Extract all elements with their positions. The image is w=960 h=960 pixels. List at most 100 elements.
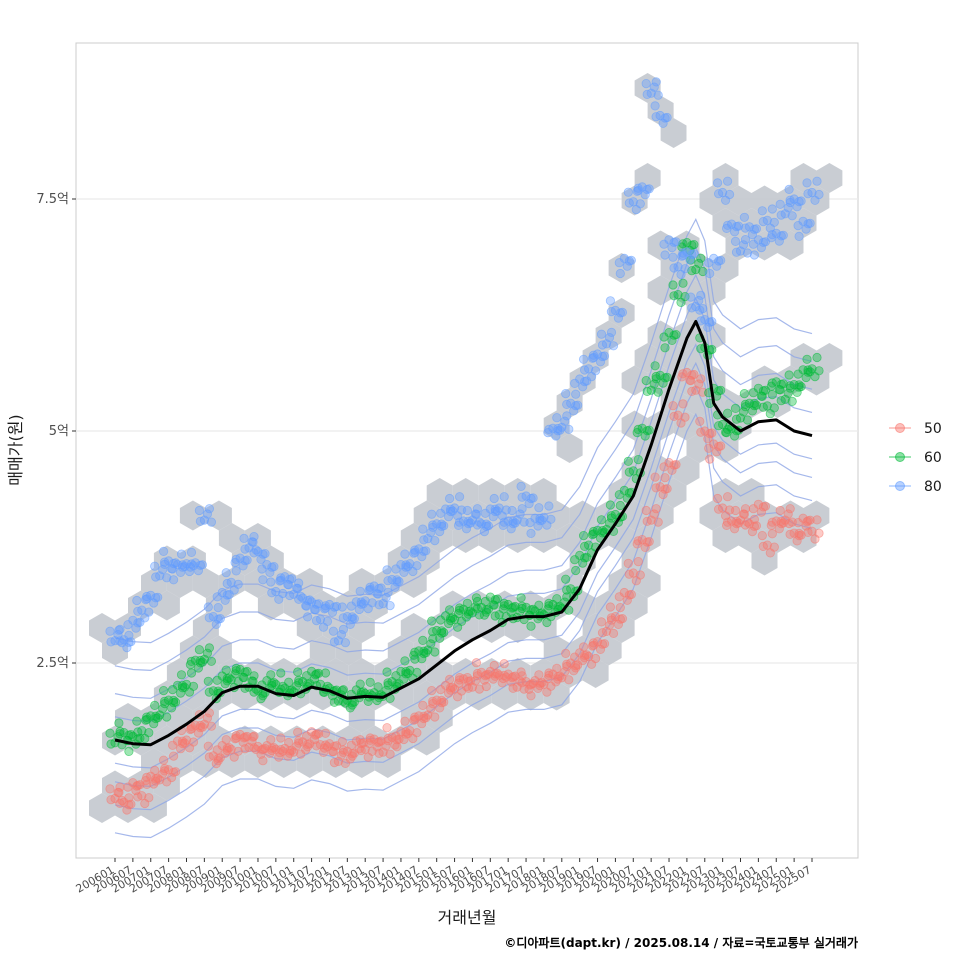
point-60 <box>114 718 124 728</box>
point-60 <box>444 605 455 615</box>
hexbin-cell <box>673 410 700 441</box>
point-80 <box>535 513 545 524</box>
point-50 <box>579 653 590 663</box>
point-50 <box>769 542 779 552</box>
point-60 <box>204 687 214 697</box>
point-50 <box>470 676 480 686</box>
point-50 <box>614 592 624 602</box>
point-80 <box>653 90 663 100</box>
point-60 <box>716 385 726 395</box>
point-50 <box>249 743 259 753</box>
point-50 <box>428 696 438 706</box>
hexbin-cell <box>115 703 141 733</box>
hexbin-cell <box>504 523 531 553</box>
point-80 <box>454 492 465 502</box>
point-80 <box>115 636 125 646</box>
point-50 <box>381 741 391 751</box>
point-60 <box>597 525 608 536</box>
point-50 <box>471 658 481 668</box>
point-50 <box>642 516 652 526</box>
point-60 <box>787 396 797 406</box>
hexbin-cell <box>504 613 531 643</box>
caption: ©디아파트(dapt.kr) / 2025.08.14 / 자료=국토교통부 실… <box>504 935 858 950</box>
point-50 <box>195 720 205 731</box>
point-80 <box>242 555 252 565</box>
hexbin-cell <box>89 793 115 823</box>
point-60 <box>105 728 115 738</box>
point-80 <box>409 548 419 558</box>
point-50 <box>418 700 428 711</box>
point-60 <box>462 598 472 608</box>
point-50 <box>284 737 294 748</box>
point-80 <box>301 601 312 611</box>
point-50 <box>159 755 169 765</box>
point-60 <box>783 388 793 398</box>
point-80 <box>294 594 304 604</box>
point-50 <box>587 641 598 651</box>
point-60 <box>507 603 517 613</box>
point-80 <box>177 560 188 570</box>
point-80 <box>707 316 717 327</box>
point-80 <box>516 481 526 491</box>
point-60 <box>615 500 625 511</box>
point-50 <box>382 723 392 733</box>
point-50 <box>206 721 216 731</box>
point-80 <box>517 504 527 514</box>
point-60 <box>623 456 633 466</box>
point-60 <box>653 387 663 397</box>
point-80 <box>739 212 750 222</box>
point-60 <box>168 684 178 695</box>
point-60 <box>632 427 642 438</box>
point-80 <box>499 492 509 502</box>
hexbin-cell <box>751 185 778 216</box>
point-80 <box>322 616 333 627</box>
point-50 <box>430 712 440 722</box>
point-50 <box>599 639 610 649</box>
point-60 <box>696 253 706 263</box>
hexbin-cell <box>777 230 804 261</box>
point-60 <box>301 671 312 681</box>
point-50 <box>240 744 250 754</box>
point-60 <box>651 371 661 382</box>
hexbin-cell <box>647 320 674 351</box>
point-50 <box>590 653 601 664</box>
point-80 <box>738 240 749 250</box>
point-60 <box>203 676 213 686</box>
point-60 <box>678 278 688 288</box>
point-50 <box>785 504 795 514</box>
point-50 <box>668 401 678 411</box>
point-50 <box>644 536 654 547</box>
point-80 <box>197 560 207 570</box>
point-60 <box>758 402 768 412</box>
point-80 <box>133 606 143 616</box>
point-50 <box>766 520 776 531</box>
point-80 <box>642 89 652 100</box>
point-80 <box>606 327 617 337</box>
point-50 <box>740 520 751 530</box>
point-50 <box>213 756 223 766</box>
point-80 <box>436 519 447 529</box>
point-60 <box>748 388 759 398</box>
point-80 <box>544 501 554 511</box>
point-60 <box>749 398 760 408</box>
point-50 <box>320 728 331 738</box>
point-50 <box>624 569 634 579</box>
legend-key-60 <box>895 452 905 462</box>
point-50 <box>678 399 688 409</box>
point-60 <box>730 403 741 413</box>
point-80 <box>689 249 699 259</box>
point-60 <box>310 670 321 680</box>
point-50 <box>445 685 456 695</box>
point-50 <box>608 628 619 639</box>
hexbin-cell <box>647 230 674 261</box>
hexbin-cell <box>790 163 817 193</box>
point-60 <box>194 645 204 655</box>
point-50 <box>169 751 179 761</box>
point-80 <box>787 211 797 221</box>
point-80 <box>498 520 508 531</box>
point-50 <box>553 674 563 684</box>
point-60 <box>480 596 490 607</box>
hexbin-cell <box>634 568 661 598</box>
point-80 <box>185 562 195 572</box>
hexbin-cell <box>582 658 609 688</box>
